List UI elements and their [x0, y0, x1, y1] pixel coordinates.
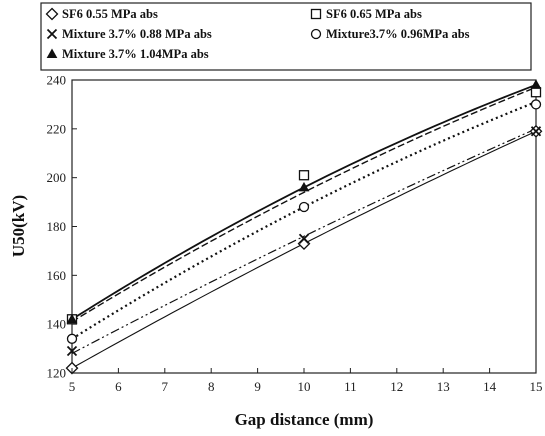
data-point-series-3 — [66, 345, 78, 357]
legend-marker-3 — [46, 28, 58, 40]
data-point-series-5 — [530, 79, 542, 89]
legend-label-2: SF6 0.65 MPa abs — [326, 7, 422, 21]
legend: SF6 0.55 MPa abs SF6 0.65 MPa abs Mixture … — [40, 2, 532, 71]
y-tick-label: 220 — [47, 121, 67, 136]
y-tick-label: 240 — [47, 73, 67, 88]
data-points — [65, 79, 543, 375]
x-tick-label: 10 — [298, 379, 311, 394]
x-tick-label: 13 — [437, 379, 450, 394]
legend-label-1: SF6 0.55 MPa abs — [62, 7, 158, 21]
y-tick-label: 160 — [47, 268, 67, 283]
data-point-series-2 — [530, 87, 542, 98]
legend-marker-4 — [310, 28, 322, 40]
data-point-series-5 — [66, 313, 78, 324]
data-point-series-3 — [530, 126, 542, 137]
legend-label-3: Mixture 3.7% 0.88 MPa abs — [62, 27, 212, 41]
y-axis-ticks: 120 140 160 180 200 220 240 — [47, 73, 77, 381]
data-point-series-2 — [298, 170, 310, 181]
fit-line-4 — [71, 100, 537, 340]
y-tick-label: 120 — [47, 366, 67, 381]
x-tick-label: 6 — [115, 379, 122, 394]
x-tick-label: 12 — [390, 379, 403, 394]
y-tick-label: 200 — [47, 170, 67, 185]
plot-area — [65, 79, 543, 375]
legend-label-5: Mixture 3.7% 1.04MPa abs — [62, 47, 209, 61]
legend-items: SF6 0.55 MPa abs SF6 0.65 MPa abs Mixture … — [45, 7, 470, 61]
legend-label-4: Mixture3.7% 0.96MPa abs — [326, 27, 470, 41]
fit-lines — [71, 84, 537, 369]
legend-marker-1 — [45, 7, 59, 21]
x-tick-label: 14 — [483, 379, 497, 394]
x-tick-label: 5 — [69, 379, 76, 394]
data-point-series-4 — [530, 99, 542, 110]
data-point-series-4 — [298, 201, 310, 213]
x-tick-label: 8 — [208, 379, 215, 394]
x-tick-label: 7 — [162, 379, 169, 394]
data-point-series-3 — [298, 233, 310, 244]
data-point-series-5 — [298, 181, 310, 192]
legend-marker-2 — [310, 8, 322, 20]
legend-marker-5 — [46, 48, 58, 58]
data-point-series-4 — [66, 333, 78, 344]
x-tick-label: 15 — [530, 379, 543, 394]
fit-line-2 — [71, 86, 537, 323]
x-axis-ticks: 5 6 7 8 9 10 11 12 13 14 15 — [69, 368, 543, 394]
x-axis-title: Gap distance (mm) — [235, 410, 374, 429]
y-axis-title: U50(kV) — [9, 195, 28, 257]
y-tick-label: 180 — [47, 219, 67, 234]
fit-line-3 — [71, 128, 537, 355]
legend-frame — [40, 2, 532, 71]
x-tick-label: 9 — [254, 379, 261, 394]
x-tick-label: 11 — [344, 379, 357, 394]
y-tick-label: 140 — [47, 317, 67, 332]
